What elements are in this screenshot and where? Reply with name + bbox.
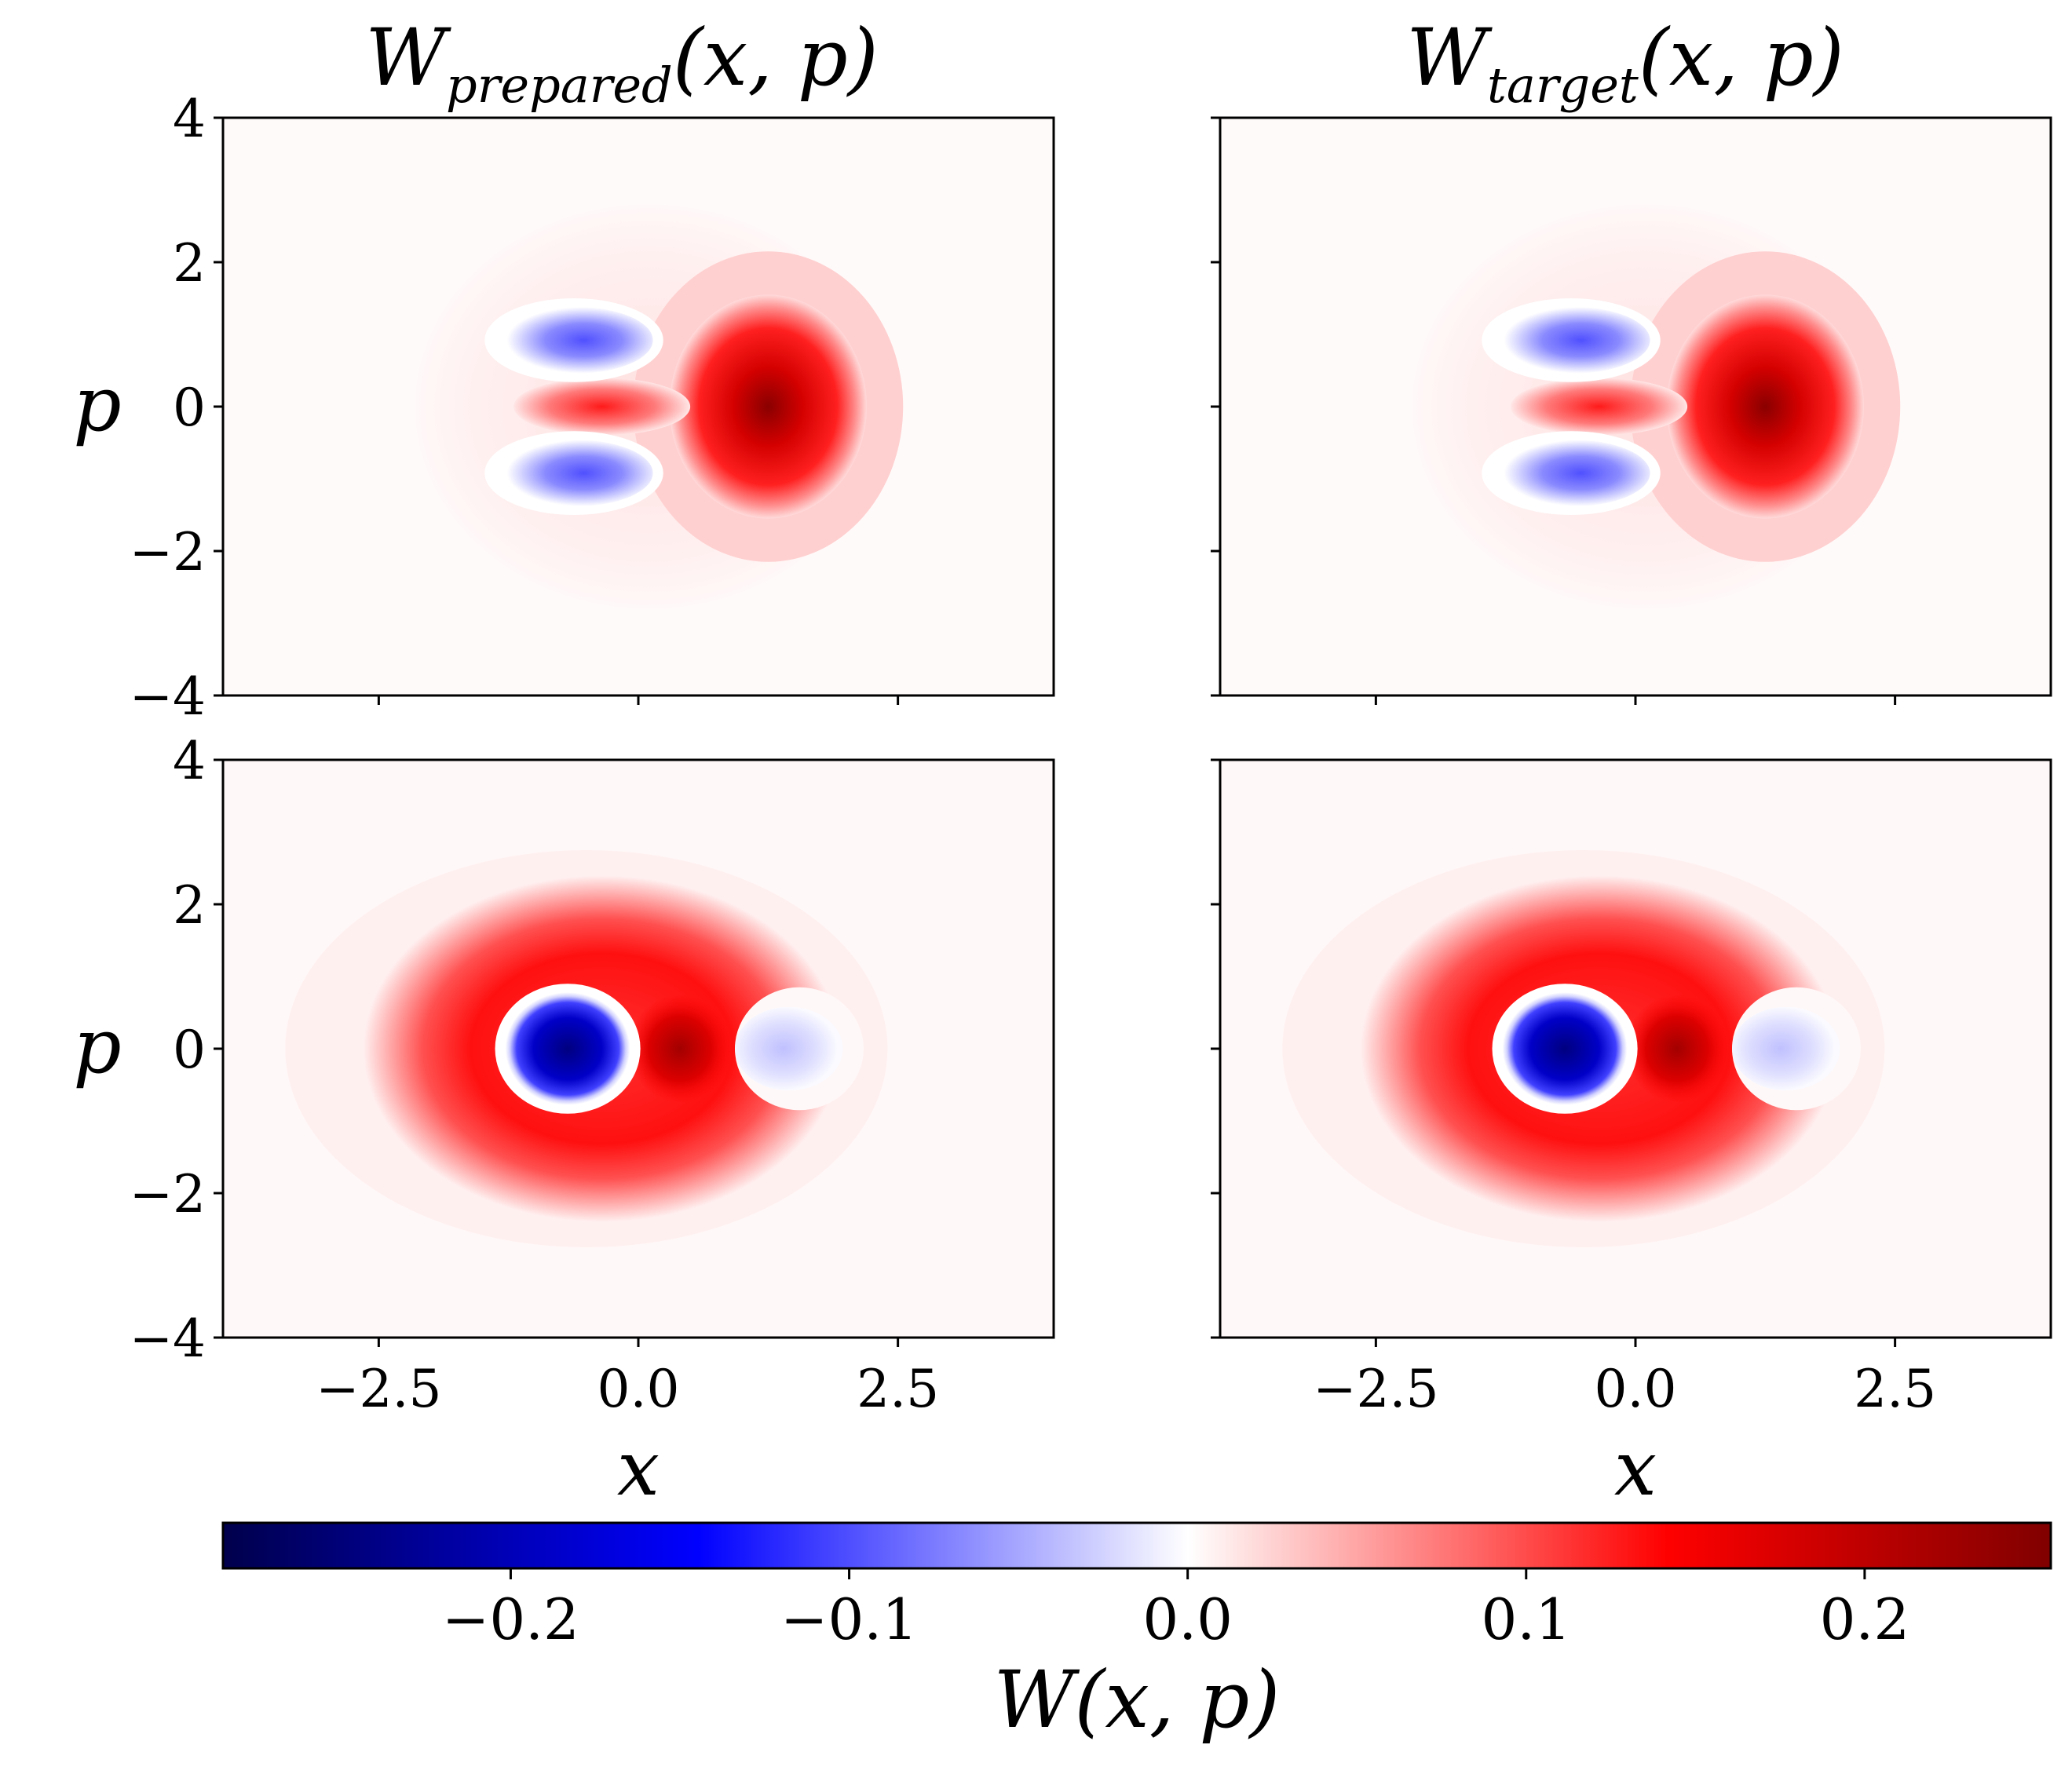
y-tick-label: 4	[173, 731, 206, 791]
colorbar-gradient	[221, 1521, 2052, 1570]
y-tick-label: −2	[130, 522, 206, 582]
x-tick-label: 2.5	[857, 1359, 939, 1419]
colorbar-tick-label: 0.2	[1820, 1586, 1910, 1652]
x-tick-label: −2.5	[316, 1359, 441, 1419]
wigner-field	[1220, 760, 2051, 1338]
panel-prepared-fock: 4 2 0 −2 −4 −2.5 0.0 2.5 p x	[73, 731, 1055, 1513]
x-tick-label: −2.5	[1313, 1359, 1438, 1419]
y-tick-label: −4	[130, 1309, 206, 1369]
colorbar: −0.2 −0.1 0.0 0.1 0.2 W(x, p)	[221, 1521, 2052, 1746]
colorbar-tick-label: −0.2	[442, 1586, 579, 1652]
x-axis-label: x	[1614, 1425, 1657, 1513]
wigner-field	[1220, 118, 2051, 695]
x-tick-label: 0.0	[1595, 1359, 1677, 1419]
negative-core	[1502, 992, 1628, 1105]
upper-negative-fringe	[1496, 307, 1650, 374]
y-tick-label: 0	[173, 378, 206, 438]
y-tick-label: −2	[130, 1164, 206, 1225]
lower-negative-fringe	[1496, 440, 1650, 506]
x-tick-label: 0.0	[597, 1359, 680, 1419]
y-tick-label: −4	[130, 666, 206, 727]
y-tick-label: 0	[173, 1020, 206, 1080]
upper-negative-fringe	[499, 307, 653, 374]
x-axis-label: x	[617, 1425, 660, 1513]
colorbar-tick-label: −0.1	[780, 1586, 918, 1652]
y-tick-label: 4	[173, 89, 206, 149]
panel-target-cat	[1211, 116, 2052, 705]
y-tick-label: 2	[173, 233, 206, 294]
title-target: Wtarget(x, p)	[1406, 12, 1844, 114]
colorbar-label: W(x, p)	[994, 1654, 1281, 1746]
right-lobe	[669, 294, 867, 519]
center-fringe	[513, 378, 691, 436]
negative-core	[505, 992, 630, 1105]
y-axis-label: p	[73, 1002, 121, 1090]
wigner-field	[223, 118, 1054, 695]
title-prepared: Wprepared(x, p)	[365, 12, 879, 114]
y-tick-label: 2	[173, 875, 206, 936]
colorbar-tick-label: 0.0	[1142, 1586, 1233, 1652]
colorbar-ticks: −0.2 −0.1 0.0 0.1 0.2	[442, 1568, 1909, 1652]
ring-peak	[627, 995, 733, 1103]
right-negative-lobe	[1731, 1006, 1840, 1091]
wigner-field	[223, 760, 1054, 1338]
ring-peak	[1624, 995, 1730, 1103]
panel-prepared-cat: 4 2 0 −2 −4 p	[73, 89, 1055, 727]
y-axis-label: p	[73, 360, 121, 448]
panel-target-fock: −2.5 0.0 2.5 x	[1211, 758, 2052, 1513]
right-negative-lobe	[734, 1006, 843, 1091]
center-fringe	[1511, 378, 1688, 436]
lower-negative-fringe	[499, 440, 653, 506]
right-lobe	[1666, 294, 1864, 519]
colorbar-tick-label: 0.1	[1482, 1586, 1572, 1652]
x-tick-label: 2.5	[1854, 1359, 1936, 1419]
